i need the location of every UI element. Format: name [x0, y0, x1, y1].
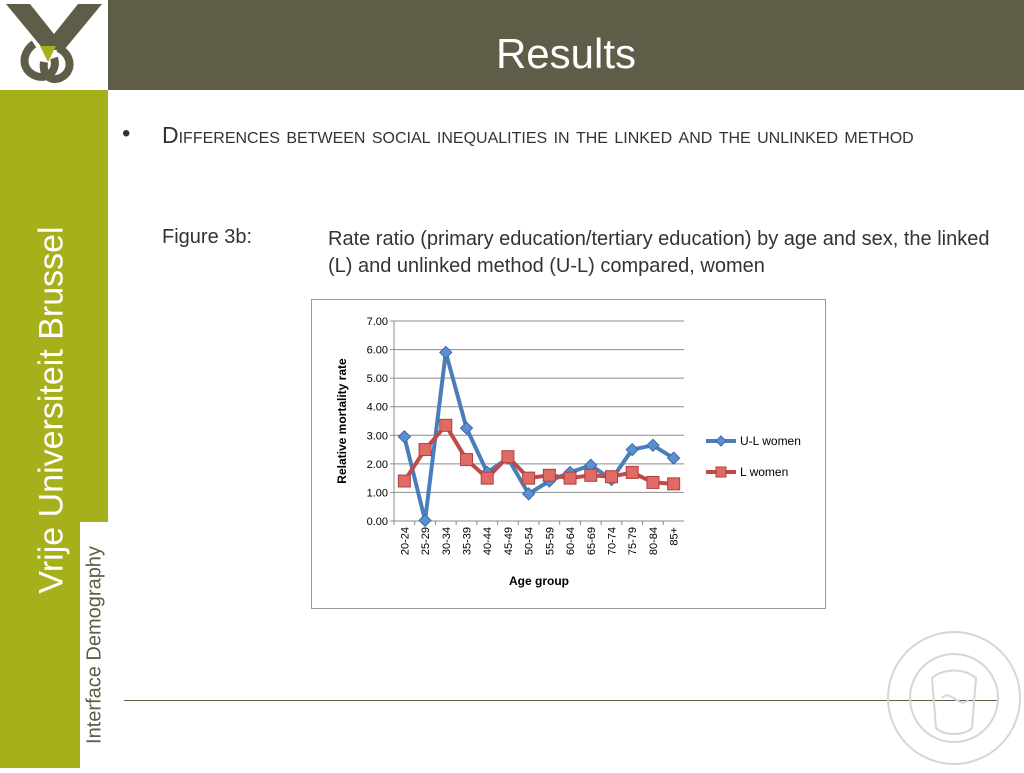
- x-tick-label: 40-44: [482, 527, 494, 555]
- y-tick-label: 0.00: [367, 516, 388, 528]
- data-point: [646, 438, 660, 452]
- data-point: [522, 471, 536, 485]
- y-tick-label: 7.00: [367, 316, 388, 328]
- university-logo: [0, 0, 108, 90]
- data-point: [418, 443, 432, 457]
- university-seal: [884, 628, 1024, 773]
- data-point: [460, 453, 473, 467]
- x-tick-label: 70-74: [607, 527, 619, 555]
- data-point: [584, 468, 598, 482]
- legend-marker: [715, 435, 727, 447]
- data-point: [605, 470, 618, 484]
- y-tick-label: 3.00: [367, 430, 388, 442]
- data-point: [480, 471, 494, 485]
- title-bar: Results: [108, 0, 1024, 90]
- data-point: [397, 474, 411, 488]
- data-point: [418, 513, 432, 528]
- figure-label: Figure 3b:: [162, 226, 253, 248]
- bottom-rule: [124, 700, 998, 701]
- x-tick-label: 25-29: [420, 527, 432, 555]
- legend-label: L women: [740, 465, 788, 479]
- y-tick-label: 4.00: [367, 402, 388, 414]
- data-point: [646, 475, 660, 489]
- y-tick-label: 1.00: [367, 487, 388, 499]
- x-tick-label: 30-34: [441, 527, 453, 555]
- data-point: [625, 465, 639, 479]
- x-tick-label: 65-69: [586, 527, 598, 555]
- data-point: [439, 345, 453, 360]
- data-point: [666, 451, 681, 465]
- x-tick-label: 85+: [669, 527, 681, 546]
- x-tick-label: 75-79: [627, 527, 639, 555]
- bullet-text: Differences between social inequalities …: [162, 122, 914, 148]
- data-point: [439, 418, 453, 432]
- x-tick-label: 20-24: [399, 527, 411, 555]
- chart-frame: 0.00 1.00 2.00 3.00 4.00 5.00 6.00 7.00 20-24 25-…: [311, 299, 826, 609]
- y-axis-title: Relative mortality rate: [335, 358, 349, 484]
- data-point: [625, 442, 639, 457]
- x-tick-label: 55-59: [544, 527, 556, 555]
- y-tick-label: 6.00: [367, 345, 388, 357]
- department-name: Interface Demography: [83, 546, 106, 744]
- x-tick-label: 60-64: [565, 527, 577, 555]
- data-point: [459, 421, 474, 435]
- y-tick-label: 5.00: [367, 373, 388, 385]
- data-point: [397, 430, 412, 444]
- x-tick-label: 50-54: [524, 527, 536, 555]
- x-axis-title: Age group: [509, 574, 569, 588]
- bullet-marker: •: [122, 120, 131, 147]
- figure-caption: Rate ratio (primary education/tertiary e…: [328, 228, 990, 277]
- data-point: [667, 477, 681, 491]
- x-tick-label: 35-39: [462, 527, 474, 555]
- line-chart: 0.00 1.00 2.00 3.00 4.00 5.00 6.00 7.00 20-24 25-…: [335, 316, 801, 588]
- slide-title: Results: [495, 30, 637, 77]
- data-point: [563, 471, 577, 485]
- x-tick-label: 80-84: [648, 527, 660, 555]
- data-point: [521, 487, 536, 501]
- series-line: [402, 350, 675, 523]
- legend-label: U-L women: [740, 434, 801, 448]
- university-name: Vrije Universiteit Brussel: [32, 226, 71, 594]
- x-tick-label: 45-49: [503, 527, 515, 555]
- legend-marker: [715, 466, 727, 478]
- data-point: [501, 450, 515, 464]
- department-box: [80, 522, 108, 768]
- y-tick-label: 2.00: [367, 459, 388, 471]
- data-point: [542, 468, 556, 482]
